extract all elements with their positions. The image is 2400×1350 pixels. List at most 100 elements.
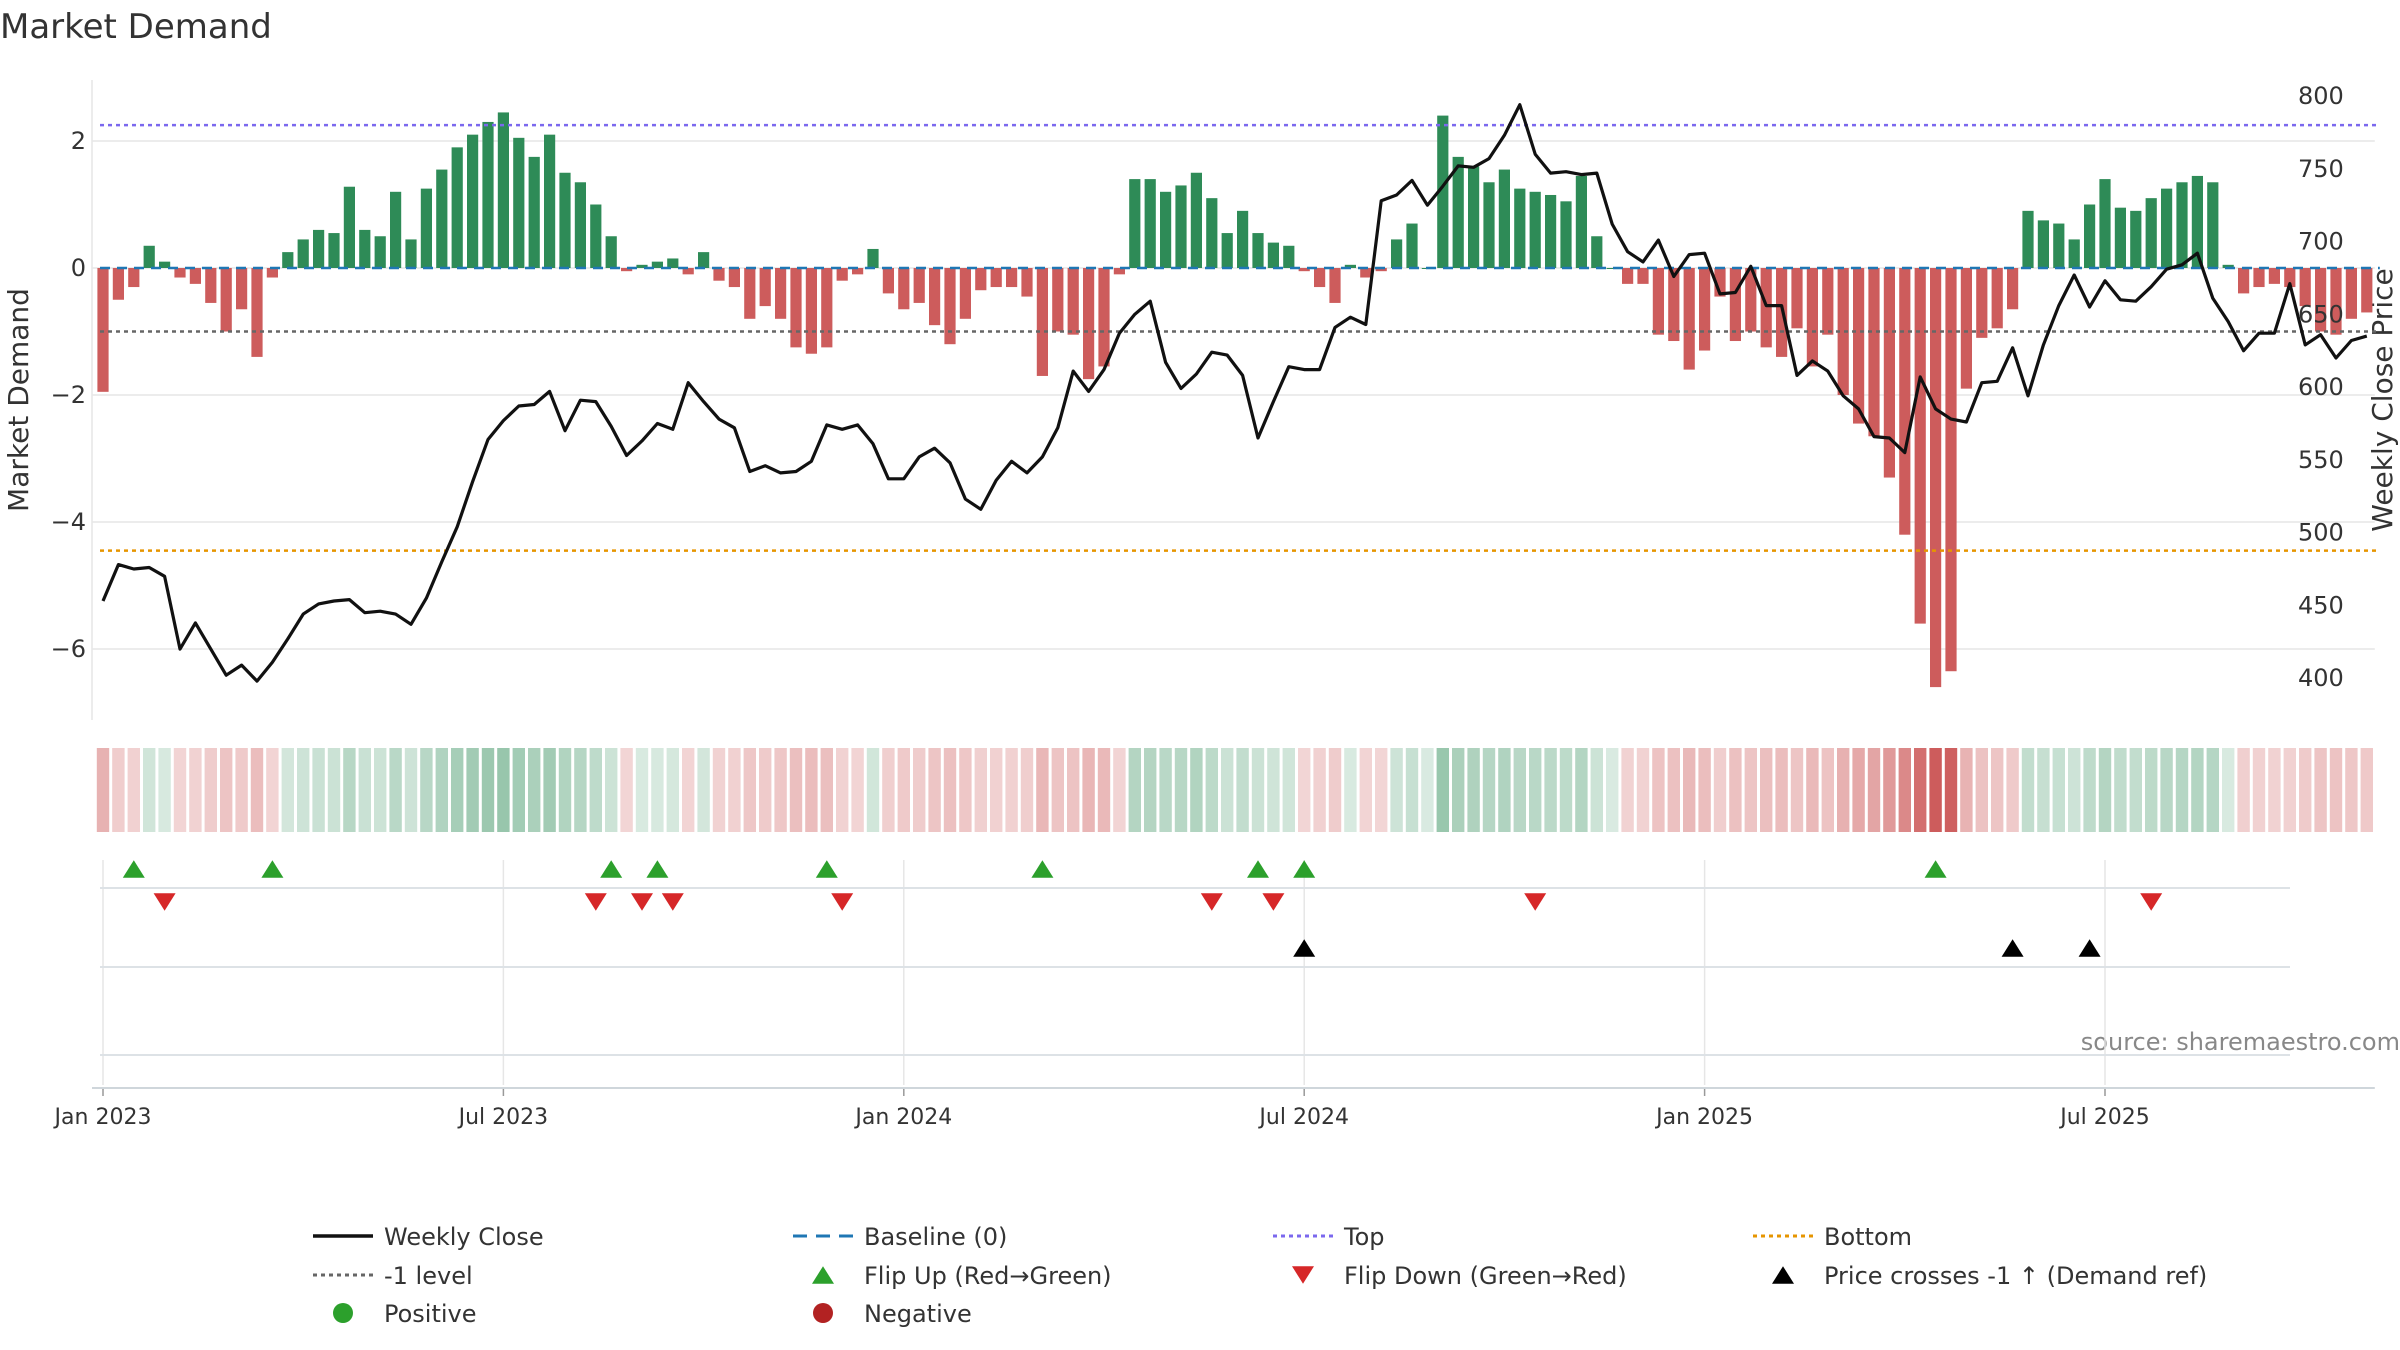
heat-strip-cell: [743, 748, 756, 832]
heat-strip-cell: [1436, 748, 1449, 832]
demand-heat-strip: [96, 748, 2373, 832]
heat-strip-cell: [112, 748, 125, 832]
heat-strip-cell: [1821, 748, 1834, 832]
left-tick-label: −4: [51, 508, 86, 536]
left-tick-label: −2: [51, 381, 86, 409]
heat-strip-cell: [913, 748, 926, 832]
demand-bar: [2145, 198, 2157, 268]
heat-strip-cell: [2129, 748, 2142, 832]
heat-strip-cell: [1036, 748, 1049, 832]
heat-strip-cell: [1929, 748, 1942, 832]
demand-bar: [1129, 179, 1141, 268]
demand-bar: [651, 261, 663, 268]
heat-strip-cell: [1683, 748, 1696, 832]
demand-bar: [251, 268, 263, 357]
heat-strip-cell: [543, 748, 556, 832]
demand-bar: [528, 156, 540, 268]
heat-strip-cell: [2175, 748, 2189, 832]
heat-strip-cell: [1452, 748, 1465, 832]
demand-bar: [1806, 268, 1818, 367]
demand-bar: [1945, 268, 1957, 672]
demand-bar: [1437, 115, 1449, 268]
demand-bar: [1252, 233, 1264, 268]
demand-bar: [174, 268, 186, 278]
heat-strip-cell: [2006, 748, 2019, 832]
heat-strip-cell: [2160, 748, 2173, 832]
heat-strip-cell: [2114, 748, 2127, 832]
demand-bar: [2161, 188, 2173, 268]
heat-strip-cell: [1960, 748, 1973, 832]
left-axis-label: Market Demand: [2, 288, 35, 512]
demand-bar: [2037, 220, 2049, 268]
heat-strip-cell: [1944, 748, 1958, 832]
heat-strip-cell: [974, 748, 987, 832]
demand-bar: [2022, 210, 2034, 268]
heat-strip-cell: [343, 748, 356, 832]
demand-bar: [1237, 210, 1249, 268]
demand-bar: [867, 248, 879, 268]
heat-strip-cell: [897, 748, 910, 832]
heat-strip-cell: [1744, 748, 1757, 832]
legend-label: -1 level: [384, 1262, 473, 1290]
demand-bar: [436, 169, 448, 268]
demand-bar: [2345, 268, 2357, 319]
heat-strip-cell: [2299, 748, 2312, 832]
demand-bar: [1052, 268, 1064, 332]
demand-bar: [1283, 245, 1295, 268]
demand-bar: [1406, 223, 1418, 268]
heat-strip-cell: [1852, 748, 1865, 832]
heat-strip-cell: [1144, 748, 1157, 832]
heat-strip-cell: [1221, 748, 1234, 832]
demand-bar: [1914, 268, 1926, 624]
demand-bar: [1006, 268, 1018, 288]
demand-bar: [2099, 179, 2111, 268]
demand-bar: [728, 268, 740, 288]
demand-bar: [775, 268, 787, 319]
demand-bar: [359, 229, 371, 268]
heat-strip-cell: [2191, 748, 2204, 832]
demand-bar: [559, 172, 571, 268]
demand-bar: [744, 268, 756, 319]
heat-strip-cell: [1575, 748, 1588, 832]
heat-strip-cell: [2206, 748, 2219, 832]
heat-strip-cell: [1760, 748, 1773, 832]
heat-strip-cell: [820, 748, 833, 832]
demand-bar: [1529, 191, 1541, 268]
demand-bar: [944, 268, 956, 345]
legend-swatch-triangle-up: [812, 1266, 834, 1284]
heat-strip-cell: [204, 748, 217, 832]
price-cross-marker: [2001, 939, 2024, 957]
demand-bar: [1344, 264, 1356, 268]
demand-bar: [374, 236, 386, 268]
demand-bar: [1175, 185, 1187, 268]
demand-bar: [1837, 268, 1849, 395]
demand-bar: [790, 268, 802, 348]
flip-up-marker: [1293, 860, 1316, 878]
heat-strip-cell: [1837, 748, 1850, 832]
heat-strip-cell: [1251, 748, 1265, 832]
demand-bar: [605, 236, 617, 268]
demand-bar: [1468, 166, 1480, 268]
heat-strip-cell: [281, 748, 294, 832]
demand-bar: [1498, 169, 1510, 268]
flip-down-marker: [584, 893, 607, 911]
heat-strip-cell: [759, 748, 772, 832]
heat-strip-cell: [1606, 748, 1619, 832]
demand-bar: [2238, 268, 2250, 294]
demand-bar: [451, 147, 463, 268]
heat-strip-cell: [96, 748, 110, 832]
heat-strip-cell: [1421, 748, 1434, 832]
demand-bar: [590, 204, 602, 268]
heat-strip-cell: [990, 748, 1003, 832]
flip-down-marker: [153, 893, 176, 911]
demand-bar: [2130, 210, 2142, 268]
heat-strip-cell: [1498, 748, 1511, 832]
legend: Weekly Close Baseline (0) Top Bottom -1 leve…: [313, 1223, 2207, 1328]
demand-bar: [205, 268, 217, 303]
heat-strip-cell: [2252, 748, 2266, 832]
heat-strip-cell: [1236, 748, 1249, 832]
heat-strip-cell: [512, 748, 525, 832]
demand-bar: [1267, 242, 1279, 268]
flip-up-marker: [646, 860, 669, 878]
